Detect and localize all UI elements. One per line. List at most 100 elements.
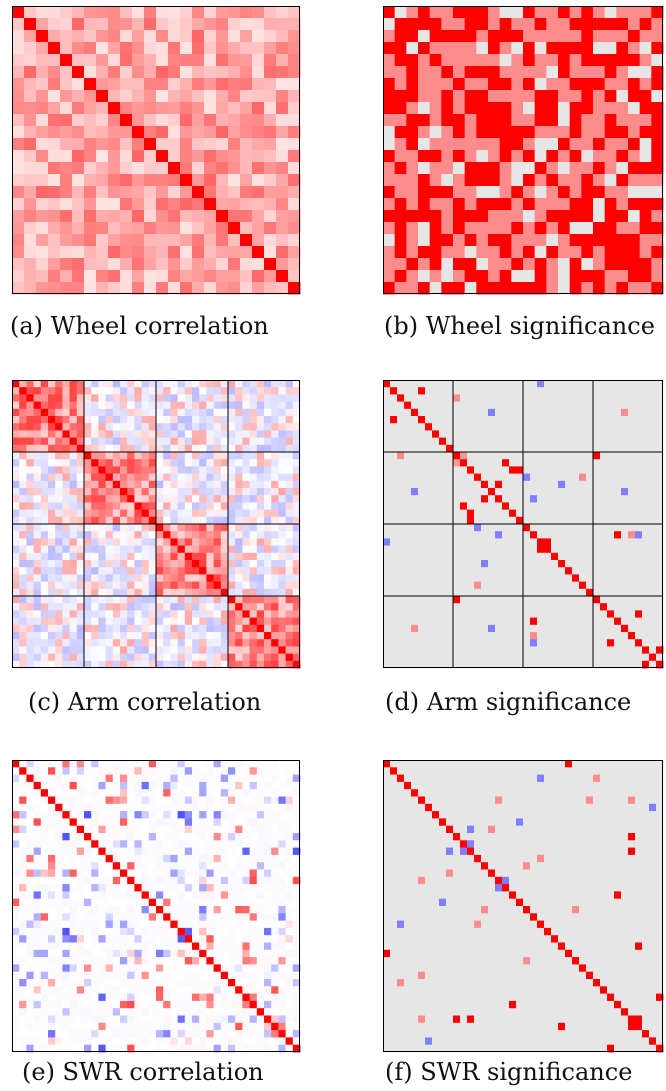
heatmap-cell — [565, 495, 573, 503]
heatmap-cell — [213, 862, 222, 870]
heatmap-cell — [148, 789, 157, 797]
heatmap-cell — [112, 624, 121, 633]
heatmap-cell — [635, 588, 643, 597]
heatmap-cell — [156, 796, 164, 805]
heatmap-cell — [242, 408, 250, 417]
heatmap-cell — [276, 66, 289, 79]
heatmap-cell — [69, 473, 78, 482]
heatmap-cell — [383, 66, 396, 79]
heatmap-cell — [551, 574, 559, 582]
heatmap-cell — [446, 423, 454, 431]
heatmap-cell — [40, 452, 49, 460]
heatmap-cell — [397, 574, 405, 582]
heatmap-cell — [156, 847, 164, 856]
heatmap-cell — [264, 401, 272, 410]
heatmap-cell — [177, 452, 186, 460]
heatmap-cell — [256, 781, 265, 790]
heatmap-cell — [40, 847, 49, 856]
heatmap-cell — [228, 30, 241, 43]
heatmap-cell — [199, 596, 207, 604]
heatmap-cell — [108, 66, 121, 79]
heatmap-cell — [220, 538, 229, 546]
heatmap-cell — [628, 588, 636, 597]
heatmap-cell — [474, 416, 482, 424]
heatmap-cell — [264, 66, 277, 79]
heatmap-cell — [586, 394, 594, 402]
heatmap-cell — [569, 102, 582, 115]
heatmap-cell — [607, 632, 615, 640]
heatmap-cell — [537, 387, 545, 395]
heatmap-cell — [199, 480, 207, 489]
heatmap-cell — [134, 509, 142, 518]
heatmap-cell — [256, 545, 265, 554]
heatmap-cell — [40, 437, 49, 446]
heatmap-cell — [383, 560, 391, 568]
heatmap-cell — [24, 54, 37, 67]
heatmap-cell — [649, 524, 657, 532]
heatmap-cell — [156, 531, 164, 539]
heatmap-cell — [12, 596, 20, 604]
heatmap-cell — [558, 531, 566, 539]
heatmap-cell — [127, 408, 135, 417]
heatmap-cell — [84, 869, 92, 878]
heatmap-cell — [213, 588, 222, 597]
heatmap-cell — [48, 102, 61, 115]
heatmap-cell — [628, 603, 636, 611]
heatmap-cell — [242, 488, 250, 496]
heatmap-cell — [213, 624, 222, 633]
heatmap-cell — [127, 516, 135, 525]
heatmap-cell — [441, 54, 454, 67]
heatmap-cell — [276, 246, 289, 259]
heatmap-cell — [192, 480, 200, 489]
heatmap-cell — [558, 423, 566, 431]
heatmap-cell — [40, 639, 49, 647]
heatmap-cell — [628, 444, 636, 453]
heatmap-cell — [48, 803, 56, 812]
heatmap-cell — [474, 610, 482, 618]
heatmap-cell — [96, 78, 109, 91]
heatmap-cell — [586, 610, 594, 618]
heatmap-cell — [132, 174, 145, 187]
heatmap-cell — [127, 781, 135, 790]
heatmap-cell — [98, 531, 106, 539]
heatmap-cell — [474, 473, 482, 482]
heatmap-cell — [108, 222, 121, 235]
heatmap-cell — [120, 581, 128, 590]
heatmap-cell — [105, 603, 114, 611]
heatmap-cell — [285, 796, 294, 805]
heatmap-cell — [579, 408, 587, 417]
heatmap-cell — [76, 387, 85, 395]
heatmap-cell — [429, 282, 442, 295]
heatmap-cell — [163, 774, 171, 783]
heatmap-cell — [48, 162, 61, 175]
heatmap-cell — [235, 574, 243, 582]
heatmap-cell — [635, 524, 643, 532]
heatmap-cell — [285, 394, 294, 402]
heatmap-cell — [112, 811, 121, 819]
heatmap-cell — [481, 387, 489, 395]
heatmap-cell — [432, 660, 440, 669]
heatmap-cell — [586, 387, 594, 395]
heatmap-cell — [579, 567, 587, 575]
heatmap-cell — [12, 444, 20, 453]
heatmap-cell — [404, 617, 412, 626]
heatmap-cell — [40, 767, 49, 775]
heatmap-cell — [84, 781, 92, 790]
heatmap-cell — [523, 42, 536, 55]
heatmap-cell — [55, 796, 63, 805]
heatmap-cell — [192, 102, 205, 115]
heatmap-cell — [285, 588, 294, 597]
heatmap-cell — [141, 416, 150, 424]
heatmap-cell — [12, 222, 25, 235]
heatmap-cell — [649, 567, 657, 575]
heatmap-cell — [586, 574, 594, 582]
heatmap-cell — [292, 480, 301, 489]
heatmap-cell — [170, 632, 178, 640]
heatmap-cell — [19, 767, 27, 775]
heatmap-cell — [530, 394, 538, 402]
heatmap-cell — [180, 42, 193, 55]
heatmap-cell — [635, 538, 643, 546]
heatmap-cell — [656, 574, 664, 582]
heatmap-cell — [127, 480, 135, 489]
heatmap-cell — [199, 516, 207, 525]
